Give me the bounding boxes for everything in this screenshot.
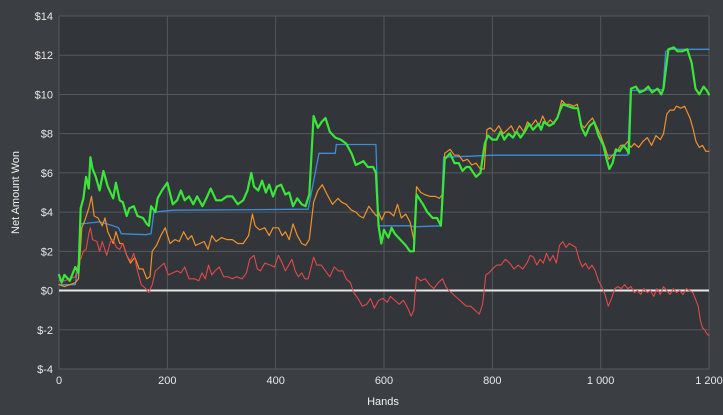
x-axis-title: Hands	[367, 396, 399, 408]
x-axis-ticks: 0 200 400 600 800 1 000 1 200	[56, 375, 723, 387]
y-tick-label: $8	[41, 129, 53, 141]
x-tick-label: 1 200	[695, 375, 723, 387]
x-tick-label: 800	[483, 375, 501, 387]
y-tick-label: $2	[41, 246, 53, 258]
gridlines	[58, 15, 710, 370]
series-line-won-at-showdown	[58, 227, 710, 337]
y-tick-label: $12	[35, 50, 53, 62]
series-line-net-won	[57, 46, 711, 284]
y-tick-label: $-4	[37, 364, 53, 376]
y-axis-ticks: $-4 $-2 $0 $2 $4 $6 $8 $10 $12 $14	[35, 11, 53, 376]
series-line-all-in-ev	[58, 48, 710, 286]
y-tick-label: $-2	[37, 325, 53, 337]
x-tick-label: 400	[266, 375, 284, 387]
x-tick-label: 0	[56, 375, 62, 387]
y-axis-title: Net Amount Won	[10, 151, 22, 234]
x-tick-label: 600	[375, 375, 393, 387]
y-tick-label: $0	[41, 286, 53, 298]
y-tick-label: $10	[35, 89, 53, 101]
y-tick-label: $4	[41, 207, 53, 219]
series-line-won-without-showdown	[58, 99, 710, 288]
y-tick-label: $6	[41, 168, 53, 180]
x-tick-label: 200	[158, 375, 176, 387]
series-group	[57, 46, 711, 337]
y-tick-label: $14	[35, 11, 53, 23]
x-tick-label: 1 000	[587, 375, 615, 387]
